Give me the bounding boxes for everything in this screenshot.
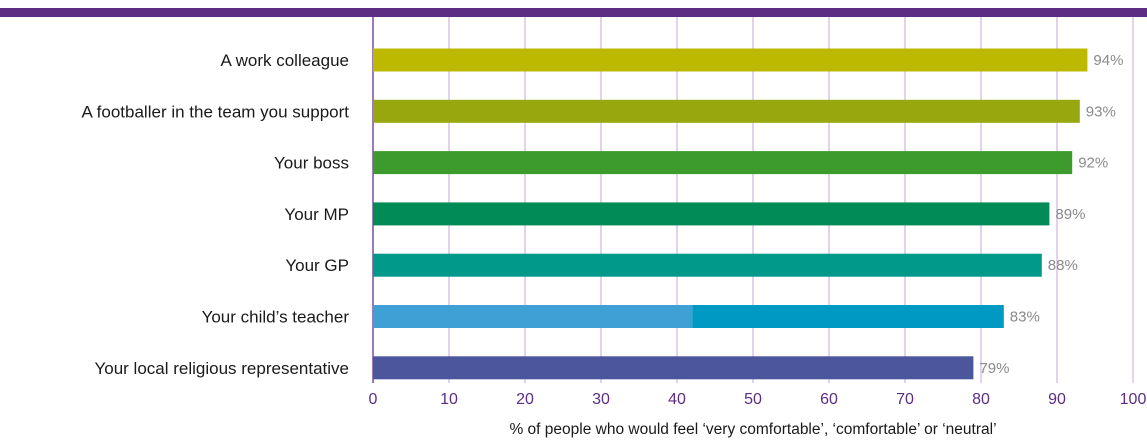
x-tick-label: 40 (668, 391, 686, 408)
category-label: Your MP (284, 205, 349, 224)
x-tick-label: 50 (744, 391, 762, 408)
category-label: Your local religious representative (94, 359, 349, 378)
bar (373, 151, 1073, 175)
bar-segment (373, 305, 693, 328)
value-label: 83% (1010, 309, 1040, 326)
x-tick-label: 70 (896, 391, 914, 408)
x-tick-label: 100 (1120, 391, 1147, 408)
value-label: 92% (1078, 155, 1108, 172)
value-label: 79% (979, 360, 1009, 377)
category-label: A footballer in the team you support (82, 102, 350, 121)
category-label: Your GP (285, 256, 349, 275)
bar (373, 253, 1042, 277)
value-label: 94% (1093, 52, 1123, 69)
category-label: Your child’s teacher (202, 308, 350, 327)
x-tick-label: 20 (516, 391, 534, 408)
value-label: 93% (1086, 103, 1116, 120)
value-label: 89% (1055, 206, 1085, 223)
x-tick-label: 90 (1048, 391, 1066, 408)
bar (373, 48, 1088, 72)
bar (373, 202, 1050, 226)
bar (373, 99, 1080, 123)
top-accent-rule (0, 8, 1147, 17)
x-tick-label: 10 (440, 391, 458, 408)
x-tick-label: 30 (592, 391, 610, 408)
category-label: A work colleague (220, 51, 349, 70)
bar (373, 356, 974, 380)
x-tick-label: 0 (369, 391, 378, 408)
x-tick-label: 60 (820, 391, 838, 408)
x-tick-label: 80 (972, 391, 990, 408)
bar-segment (692, 305, 1004, 328)
category-label: Your boss (274, 154, 349, 173)
x-axis-title: % of people who would feel ‘very comfort… (509, 421, 996, 438)
value-label: 88% (1048, 257, 1078, 274)
